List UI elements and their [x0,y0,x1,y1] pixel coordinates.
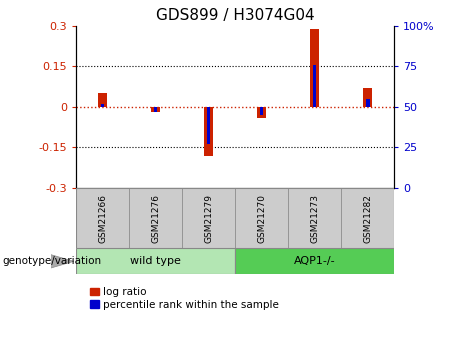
Text: GSM21266: GSM21266 [98,194,107,243]
Bar [100,104,105,107]
Bar [207,107,211,144]
Text: GSM21279: GSM21279 [204,194,213,243]
Bar [129,188,182,248]
Text: AQP1-/-: AQP1-/- [294,256,336,266]
Text: GSM21276: GSM21276 [151,194,160,243]
Bar [260,107,264,115]
Bar [98,93,107,107]
Polygon shape [51,255,74,268]
Bar [76,248,235,274]
Bar [310,29,319,107]
Text: genotype/variation: genotype/variation [2,256,101,266]
Bar [204,107,213,156]
Bar [235,188,288,248]
Bar [313,65,317,107]
Text: GSM21270: GSM21270 [257,194,266,243]
Bar [288,188,341,248]
Bar [257,107,266,118]
Bar [182,188,235,248]
Bar [154,107,158,112]
Text: wild type: wild type [130,256,181,266]
Text: GSM21273: GSM21273 [310,194,319,243]
Bar [366,99,370,107]
Text: GSM21282: GSM21282 [363,194,372,243]
Legend: log ratio, percentile rank within the sample: log ratio, percentile rank within the sa… [90,287,279,310]
Bar [76,188,129,248]
Bar [363,88,372,107]
Bar [151,107,160,112]
Title: GDS899 / H3074G04: GDS899 / H3074G04 [156,8,314,23]
Bar [235,248,394,274]
Bar [341,188,394,248]
